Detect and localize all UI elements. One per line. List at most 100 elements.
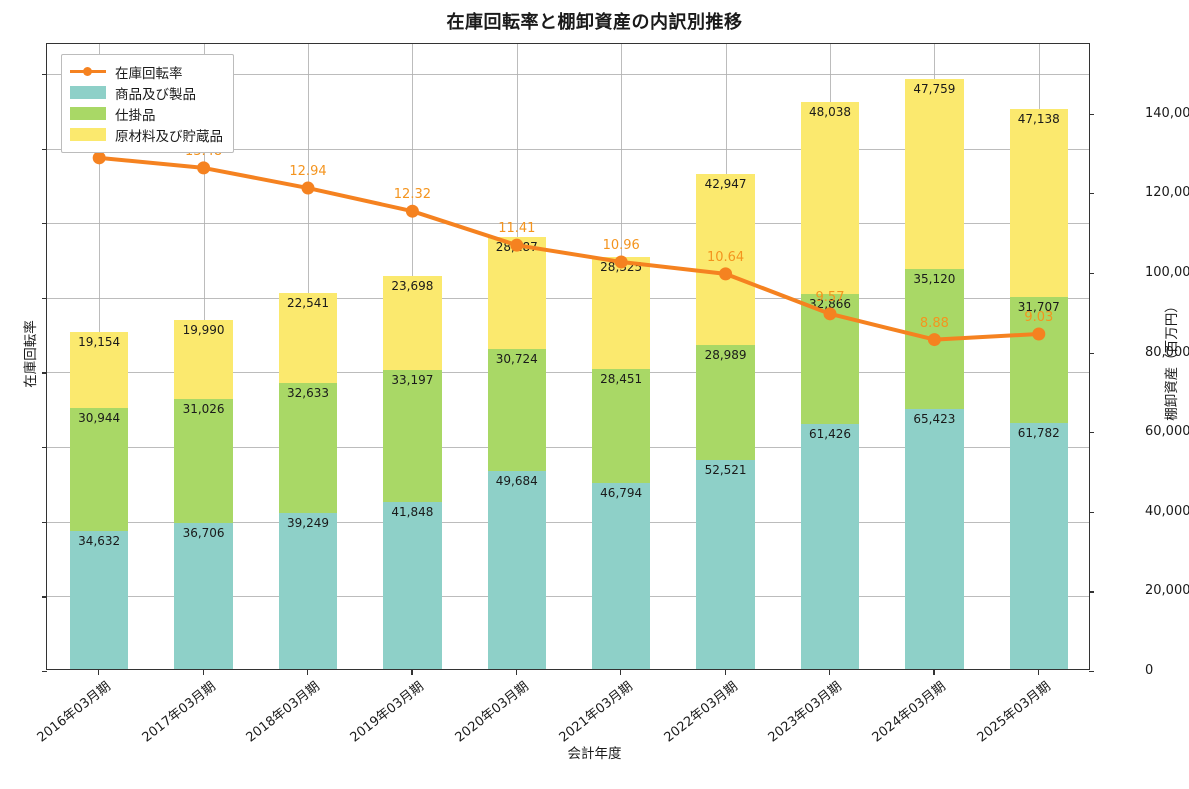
legend-item[interactable]: 在庫回転率 [70, 61, 223, 82]
bar-value-label: 41,848 [391, 505, 434, 520]
bar-segment-raw-materials[interactable]: 28,187 [487, 236, 547, 349]
bar-segment-work-in-process[interactable]: 31,026 [174, 399, 233, 523]
bar-value-label: 30,724 [495, 351, 538, 366]
bar-segment-work-in-process[interactable]: 33,197 [383, 370, 442, 503]
bar-segment-work-in-process[interactable]: 30,724 [487, 348, 547, 472]
legend-item[interactable]: 仕掛品 [70, 103, 223, 124]
y-tick-label-right: 40,000 [1145, 503, 1189, 519]
bar-segment-merchandise[interactable]: 36,706 [174, 522, 233, 669]
bar-segment-work-in-process[interactable]: 35,120 [905, 268, 964, 409]
gridline-horizontal [47, 521, 1089, 523]
bar-segment-work-in-process[interactable]: 28,451 [591, 369, 651, 483]
bar-segment-raw-materials[interactable]: 23,698 [383, 275, 442, 371]
gridline-horizontal [47, 372, 1089, 374]
bar-value-label: 33,197 [391, 373, 434, 388]
bar-segment-raw-materials[interactable]: 47,759 [905, 78, 964, 269]
legend-color-swatch [70, 86, 106, 99]
gridline-horizontal [47, 148, 1089, 150]
bar-value-label: 19,990 [182, 322, 225, 337]
line-value-label: 12.32 [393, 187, 431, 203]
y-tick-mark-right [1089, 272, 1094, 275]
y-tick-mark-right [1089, 432, 1094, 434]
bar-segment-raw-materials[interactable]: 47,138 [1009, 109, 1069, 297]
bar-value-label: 28,451 [600, 372, 643, 387]
bar-segment-merchandise[interactable]: 34,632 [69, 531, 129, 669]
bar-segment-work-in-process[interactable]: 32,633 [278, 382, 338, 513]
bar-stack[interactable]: 61,426 32,866 48,038 [800, 102, 860, 669]
bar-value-label: 28,989 [704, 347, 747, 362]
line-value-label: 10.96 [602, 237, 640, 253]
bar-stack[interactable]: 65,423 35,120 47,759 [905, 78, 964, 669]
bar-stack[interactable]: 49,684 30,724 28,187 [487, 236, 547, 669]
line-value-label: 10.64 [706, 249, 745, 265]
y-tick-mark-left [42, 73, 47, 76]
line-value-label: 9.03 [1024, 309, 1054, 325]
legend-color-swatch [70, 107, 106, 120]
bar-stack[interactable]: 39,249 32,633 22,541 [278, 293, 338, 669]
bar-value-label: 35,120 [913, 271, 956, 286]
bar-segment-merchandise[interactable]: 41,848 [383, 502, 442, 669]
legend-item[interactable]: 商品及び製品 [70, 82, 223, 103]
y-tick-mark-right [1089, 671, 1094, 673]
gridline-horizontal [47, 596, 1089, 598]
bar-segment-merchandise[interactable]: 49,684 [487, 471, 547, 669]
bar-value-label: 42,947 [704, 176, 747, 191]
y-tick-label-right: 0 [1145, 663, 1154, 678]
y-tick-mark-left [42, 447, 47, 449]
bar-segment-raw-materials[interactable]: 28,325 [591, 256, 651, 370]
y-axis-label-left: 在庫回転率 [23, 320, 39, 388]
bar-value-label: 47,138 [1017, 112, 1060, 127]
bar-value-label: 19,154 [78, 334, 121, 349]
y-tick-label-right: 100,000 [1145, 264, 1189, 280]
legend-label: 商品及び製品 [115, 86, 196, 103]
bar-segment-merchandise[interactable]: 61,782 [1009, 423, 1069, 669]
legend-color-swatch [70, 128, 106, 141]
x-tick-mark [202, 670, 204, 675]
bar-segment-merchandise[interactable]: 61,426 [800, 424, 860, 669]
chart-legend: 在庫回転率商品及び製品 仕掛品 原材料及び貯蔵品 [61, 54, 234, 153]
x-tick-mark [829, 670, 831, 675]
gridline-horizontal [47, 73, 1089, 75]
y-tick-mark-left [42, 596, 47, 598]
bar-segment-merchandise[interactable]: 65,423 [905, 408, 964, 669]
bar-stack[interactable]: 41,848 33,197 23,698 [383, 275, 442, 669]
line-value-label: 12.94 [289, 164, 327, 180]
y-tick-mark-left [42, 372, 47, 374]
bar-value-label: 52,521 [704, 462, 747, 477]
bar-segment-merchandise[interactable]: 39,249 [278, 512, 338, 669]
y-tick-label-right: 120,000 [1145, 185, 1189, 201]
bar-value-label: 47,759 [913, 81, 956, 96]
bar-stack[interactable]: 46,794 28,451 28,325 [591, 256, 651, 669]
bar-value-label: 48,038 [808, 105, 851, 120]
bar-stack[interactable]: 34,632 30,944 19,154 [69, 331, 129, 669]
bar-segment-merchandise[interactable]: 46,794 [591, 482, 651, 669]
bar-stack[interactable]: 61,782 31,707 47,138 [1009, 109, 1069, 669]
bar-segment-raw-materials[interactable]: 19,990 [174, 319, 233, 400]
bar-segment-work-in-process[interactable]: 32,866 [800, 293, 860, 425]
x-tick-mark [515, 670, 517, 675]
bar-stack[interactable]: 52,521 28,989 42,947 [696, 173, 755, 669]
legend-label: 仕掛品 [115, 107, 156, 124]
bar-segment-work-in-process[interactable]: 30,944 [69, 407, 129, 532]
y-tick-mark-right [1089, 591, 1094, 593]
bar-value-label: 34,632 [78, 534, 121, 549]
bar-segment-merchandise[interactable]: 52,521 [696, 459, 755, 669]
plot-area: 34,632 30,944 19,154 36,706 31,026 19,990 39,2… [23, 43, 1189, 678]
line-value-label: 11.41 [498, 221, 536, 237]
y-tick-mark-left [42, 148, 47, 150]
bar-segment-work-in-process[interactable]: 28,989 [696, 344, 755, 460]
bar-stack[interactable]: 36,706 31,026 19,990 [174, 319, 233, 669]
y-tick-label-right: 60,000 [1145, 424, 1189, 440]
bar-segment-raw-materials[interactable]: 19,154 [69, 331, 129, 408]
bar-segment-raw-materials[interactable]: 22,541 [278, 293, 338, 383]
legend-line-marker-icon [70, 65, 106, 78]
x-tick-mark [933, 670, 935, 675]
bar-segment-raw-materials[interactable]: 48,038 [800, 102, 860, 294]
legend-item[interactable]: 原材料及び貯蔵品 [70, 124, 223, 145]
x-tick-mark [98, 670, 100, 675]
bar-value-label: 39,249 [286, 515, 329, 530]
y-tick-mark-left [42, 671, 47, 673]
y-tick-label-right: 20,000 [1145, 583, 1189, 599]
x-tick-mark [411, 670, 413, 675]
bar-value-label: 31,026 [182, 402, 225, 417]
